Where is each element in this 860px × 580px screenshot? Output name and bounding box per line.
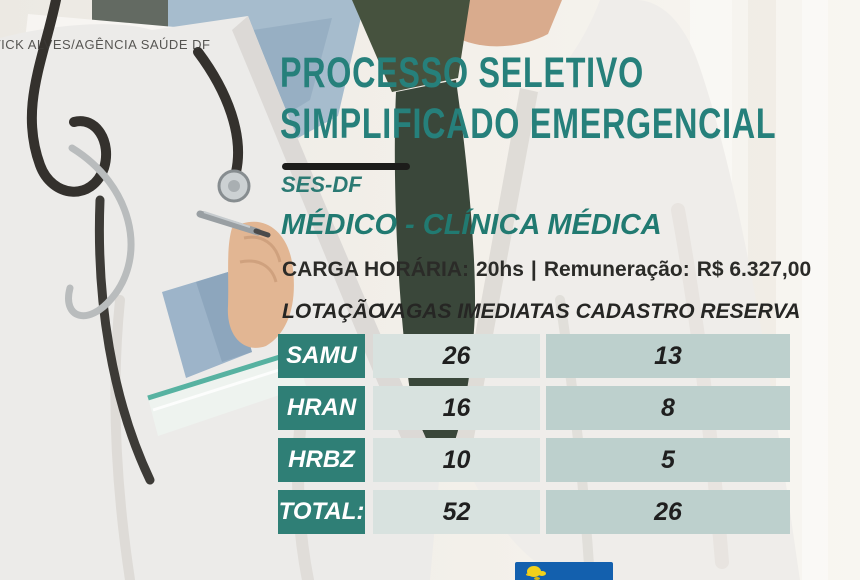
cell-cadastro-reserva: 5 <box>546 438 790 482</box>
vacancies-table: SAMU 26 13 HRAN 16 8 HRBZ 10 5 TOTAL: 52… <box>278 334 790 542</box>
gdf-logo <box>515 562 613 580</box>
table-row-total: TOTAL: 52 26 <box>278 490 790 534</box>
cell-cadastro-reserva: 13 <box>546 334 790 378</box>
cell-cadastro-reserva: 8 <box>546 386 790 430</box>
cell-gap <box>365 438 373 482</box>
clipboard-edge <box>147 349 297 401</box>
coat-right-shoulder <box>468 0 800 580</box>
cell-label: SAMU <box>278 334 365 378</box>
hand-fingers <box>239 235 282 283</box>
role-title: MÉDICO - CLÍNICA MÉDICA <box>281 209 662 241</box>
pay-label: Remuneração: <box>543 258 690 281</box>
pay-value: R$ 6.327,00 <box>696 258 812 281</box>
photo-credit: VICK ALVES/AGÊNCIA SAÚDE DF <box>0 37 211 52</box>
divider-bar <box>282 163 410 170</box>
cell-vagas-imediatas: 10 <box>373 438 540 482</box>
workload-label: CARGA HORÁRIA: <box>282 258 470 281</box>
column-header-cadastro-reserva: CADASTRO RESERVA <box>575 300 801 323</box>
cell-cadastro-reserva: 26 <box>546 490 790 534</box>
tie-knot <box>352 0 470 92</box>
page-title: PROCESSO SELETIVO SIMPLIFICADO EMERGENCI… <box>280 48 776 150</box>
cell-vagas-imediatas: 52 <box>373 490 540 534</box>
table-row-samu: SAMU 26 13 <box>278 334 790 378</box>
column-header-lotacao: LOTAÇÃO <box>282 300 385 323</box>
stethoscope-chestpiece <box>217 169 251 203</box>
cell-vagas-imediatas: 26 <box>373 334 540 378</box>
cell-label: HRBZ <box>278 438 365 482</box>
clipboard-paper-edge <box>152 362 299 412</box>
conditions-line: CARGA HORÁRIA: 20hs | Remuneração: R$ 6.… <box>282 258 811 282</box>
workload-value: 20hs <box>476 258 524 281</box>
cell-vagas-imediatas: 16 <box>373 386 540 430</box>
gdf-emblem-icon <box>527 566 541 577</box>
table-row-hran: HRAN 16 8 <box>278 386 790 430</box>
pen <box>196 210 271 238</box>
cell-gap <box>365 334 373 378</box>
separator: | <box>530 258 537 281</box>
stethoscope <box>26 0 244 485</box>
page-title-line1: PROCESSO SELETIVO <box>280 49 644 97</box>
table-row-hrbz: HRBZ 10 5 <box>278 438 790 482</box>
cell-gap <box>365 490 373 534</box>
cell-label: HRAN <box>278 386 365 430</box>
column-header-vagas-imediatas: VAGAS IMEDIATAS <box>378 300 570 323</box>
cell-gap <box>365 386 373 430</box>
page-title-line2: SIMPLIFICADO EMERGENCIAL <box>280 100 777 148</box>
cell-label: TOTAL: <box>278 490 365 534</box>
org-label: SES-DF <box>281 172 362 197</box>
